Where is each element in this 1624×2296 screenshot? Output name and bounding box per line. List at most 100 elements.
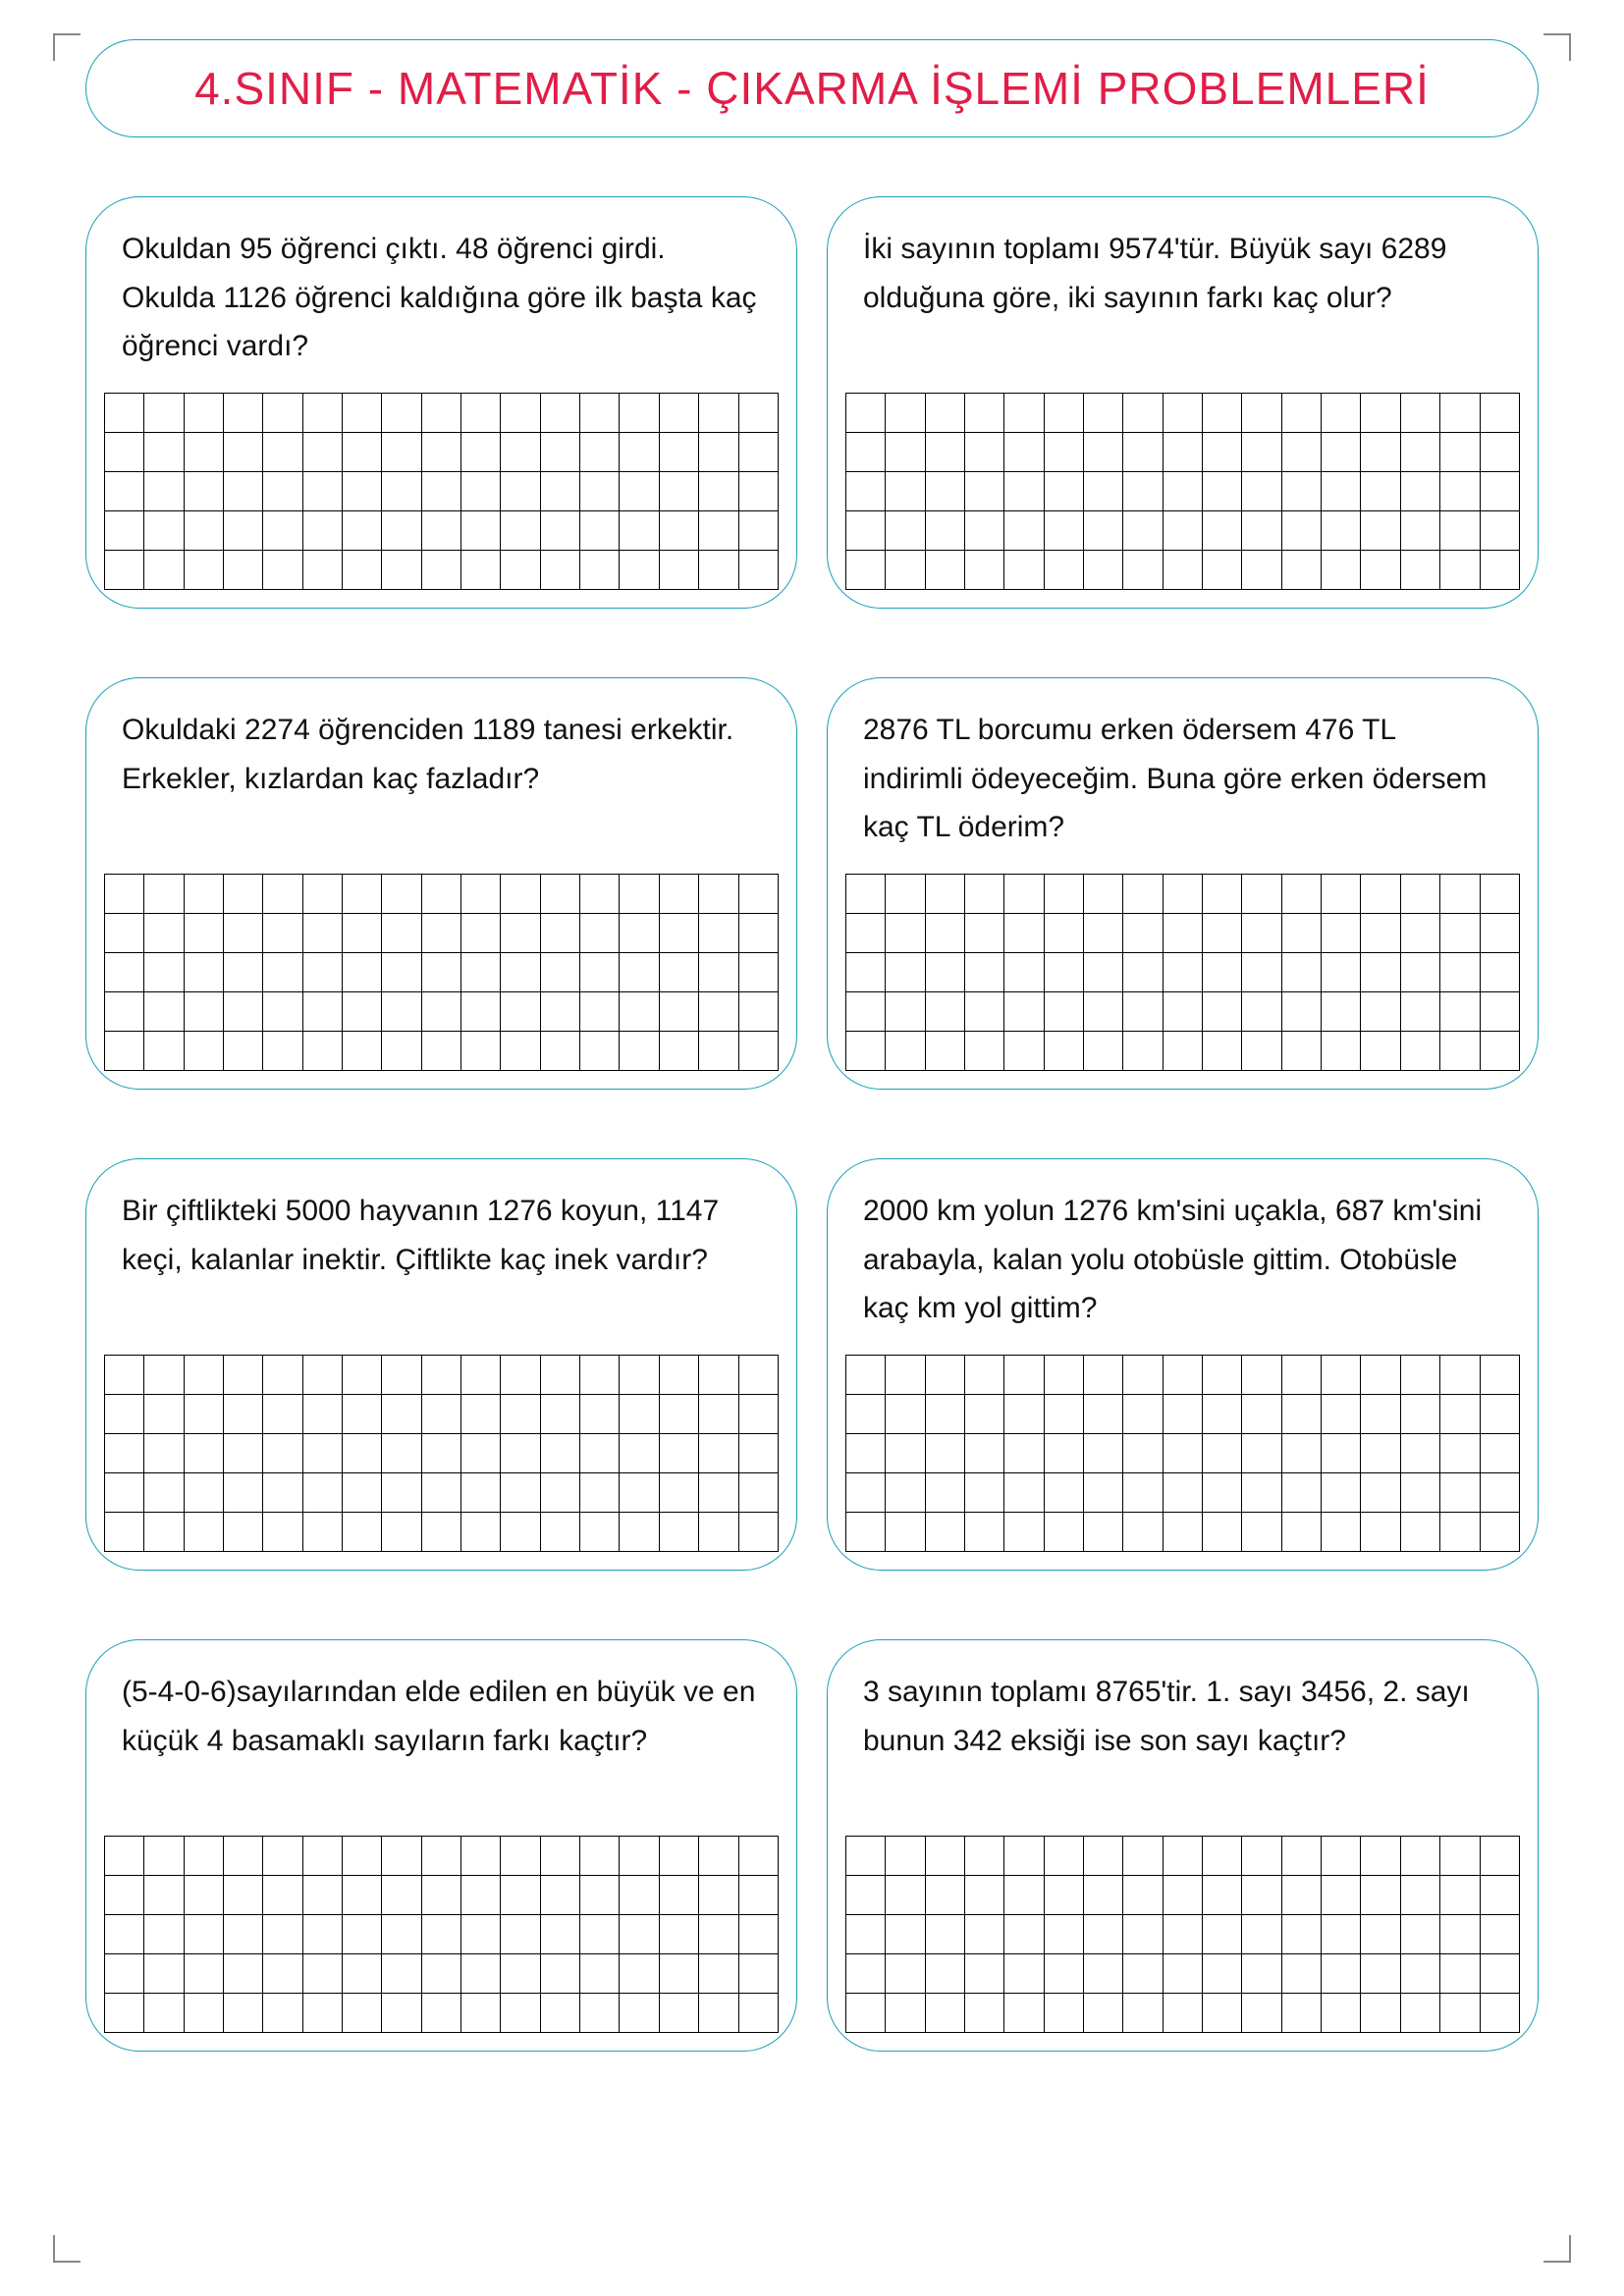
answer-cell: [925, 1994, 964, 2033]
answer-cell: [1242, 394, 1281, 433]
answer-grid-wrap: [828, 1836, 1538, 2033]
answer-cell: [540, 433, 579, 472]
answer-cell: [144, 433, 184, 472]
answer-cell: [461, 914, 501, 953]
answer-cell: [1440, 433, 1480, 472]
answer-cell: [1004, 1473, 1044, 1513]
answer-cell: [1242, 472, 1281, 511]
answer-cell: [1242, 1395, 1281, 1434]
answer-cell: [620, 1994, 659, 2033]
answer-cell: [738, 1876, 779, 1915]
answer-cell: [461, 394, 501, 433]
corner-mark-bl: [53, 2235, 81, 2263]
answer-cell: [965, 1954, 1004, 1994]
answer-cell: [738, 1954, 779, 1994]
answer-cell: [1084, 992, 1123, 1032]
answer-cell: [382, 394, 421, 433]
answer-cell: [461, 511, 501, 551]
answer-cell: [461, 1876, 501, 1915]
answer-cell: [1281, 1032, 1321, 1071]
answer-cell: [382, 875, 421, 914]
answer-cell: [501, 472, 540, 511]
answer-cell: [580, 875, 620, 914]
answer-cell: [620, 953, 659, 992]
answer-cell: [540, 1473, 579, 1513]
answer-cell: [1203, 1837, 1242, 1876]
answer-cell: [105, 1434, 144, 1473]
answer-cell: [846, 433, 886, 472]
problem-box-4: 2876 TL borcumu erken ödersem 476 TL ind…: [827, 677, 1539, 1090]
answer-cell: [302, 1395, 342, 1434]
answer-cell: [382, 1876, 421, 1915]
answer-cell: [421, 1434, 460, 1473]
answer-cell: [659, 1837, 698, 1876]
answer-cell: [1400, 1356, 1439, 1395]
answer-cell: [1281, 472, 1321, 511]
answer-cell: [1322, 992, 1361, 1032]
answer-cell: [738, 1994, 779, 2033]
answer-cell: [421, 1032, 460, 1071]
answer-cell: [1123, 1954, 1163, 1994]
answer-cell: [1242, 1032, 1281, 1071]
answer-cell: [1281, 992, 1321, 1032]
problem-box-5: Bir çiftlikteki 5000 hayvanın 1276 koyun…: [85, 1158, 797, 1571]
answer-grid-wrap: [828, 874, 1538, 1071]
answer-cell: [302, 1356, 342, 1395]
answer-cell: [1400, 1395, 1439, 1434]
answer-cell: [846, 1954, 886, 1994]
answer-cell: [184, 1356, 223, 1395]
answer-cell: [965, 914, 1004, 953]
answer-cell: [1361, 1915, 1400, 1954]
answer-cell: [343, 1994, 382, 2033]
corner-mark-br: [1543, 2235, 1571, 2263]
answer-cell: [738, 472, 779, 511]
answer-cell: [965, 1473, 1004, 1513]
answer-cell: [846, 1915, 886, 1954]
answer-cell: [461, 1994, 501, 2033]
answer-cell: [846, 1032, 886, 1071]
answer-cell: [501, 1513, 540, 1552]
answer-cell: [925, 1434, 964, 1473]
answer-cell: [1084, 1876, 1123, 1915]
answer-cell: [184, 914, 223, 953]
answer-cell: [580, 914, 620, 953]
answer-cell: [184, 472, 223, 511]
answer-cell: [846, 511, 886, 551]
answer-cell: [263, 1994, 302, 2033]
problem-box-6: 2000 km yolun 1276 km'sini uçakla, 687 k…: [827, 1158, 1539, 1571]
answer-cell: [1440, 1356, 1480, 1395]
answer-cell: [1281, 511, 1321, 551]
answer-cell: [302, 1994, 342, 2033]
answer-cell: [382, 511, 421, 551]
answer-cell: [1084, 953, 1123, 992]
answer-cell: [1242, 433, 1281, 472]
answer-cell: [1044, 551, 1083, 590]
answer-cell: [343, 1032, 382, 1071]
answer-cell: [461, 953, 501, 992]
answer-cell: [501, 551, 540, 590]
answer-cell: [925, 875, 964, 914]
answer-cell: [501, 1915, 540, 1954]
answer-cell: [1004, 551, 1044, 590]
answer-cell: [343, 433, 382, 472]
answer-cell: [540, 1837, 579, 1876]
answer-cell: [886, 953, 925, 992]
answer-cell: [1163, 1032, 1202, 1071]
answer-cell: [659, 1915, 698, 1954]
answer-cell: [1203, 914, 1242, 953]
answer-cell: [1322, 1876, 1361, 1915]
answer-cell: [540, 1395, 579, 1434]
answer-cell: [659, 1356, 698, 1395]
answer-cell: [302, 1513, 342, 1552]
answer-cell: [540, 914, 579, 953]
answer-cell: [1440, 394, 1480, 433]
answer-cell: [699, 992, 738, 1032]
answer-cell: [925, 433, 964, 472]
answer-cell: [1084, 1954, 1123, 1994]
answer-cell: [144, 1994, 184, 2033]
answer-cell: [1480, 1473, 1520, 1513]
answer-cell: [105, 992, 144, 1032]
answer-cell: [1440, 1915, 1480, 1954]
answer-cell: [1242, 1434, 1281, 1473]
answer-cell: [144, 1434, 184, 1473]
